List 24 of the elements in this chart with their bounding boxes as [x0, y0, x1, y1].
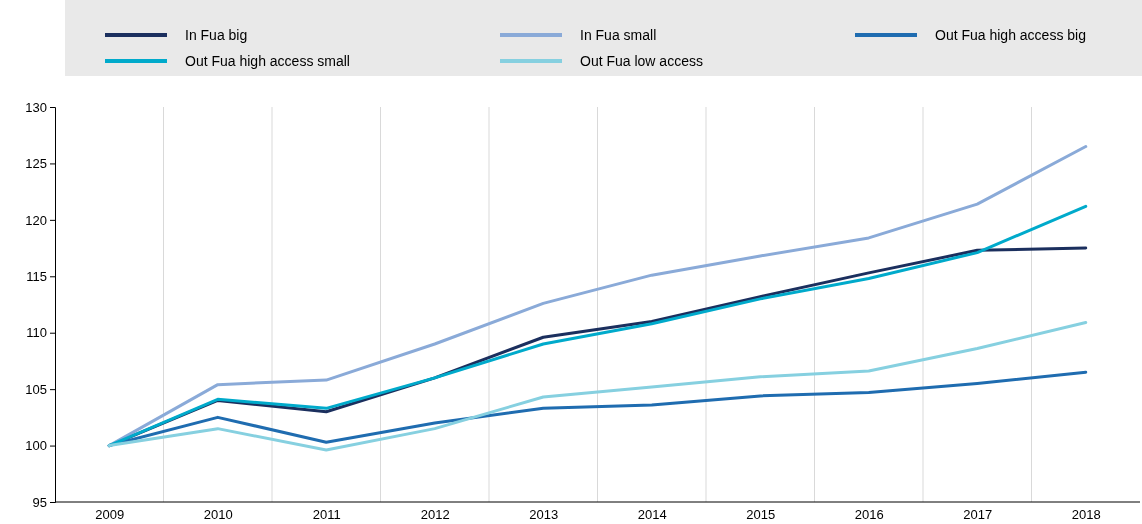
legend-label: Out Fua high access big [935, 27, 1086, 43]
x-tick-label: 2009 [95, 507, 125, 523]
x-tick-label: 2012 [420, 507, 450, 523]
x-tick-label: 2010 [203, 507, 233, 523]
y-tick-label: 125 [25, 156, 47, 172]
x-tick-label: 2015 [746, 507, 776, 523]
x-tick-label: 2013 [529, 507, 559, 523]
x-tick-label: 2017 [963, 507, 993, 523]
y-tick-label: 115 [26, 268, 47, 284]
legend-label: Out Fua high access small [185, 53, 350, 69]
legend-label: In Fua small [580, 27, 657, 43]
x-tick-label: 2011 [312, 507, 341, 523]
x-tick-label: 2018 [1071, 507, 1101, 523]
line-series [107, 321, 1088, 452]
y-tick-label: 95 [32, 494, 47, 510]
y-tick-label: 105 [25, 381, 47, 397]
y-tick-label: 100 [25, 438, 47, 454]
legend-label: In Fua big [185, 27, 248, 43]
y-tick-label: 120 [25, 212, 47, 228]
y-tick-label: 110 [26, 325, 47, 341]
x-tick-label: 2016 [854, 507, 884, 523]
legend-label: Out Fua low access [580, 53, 703, 69]
y-tick-label: 130 [25, 99, 47, 115]
x-tick-label: 2014 [637, 507, 667, 523]
